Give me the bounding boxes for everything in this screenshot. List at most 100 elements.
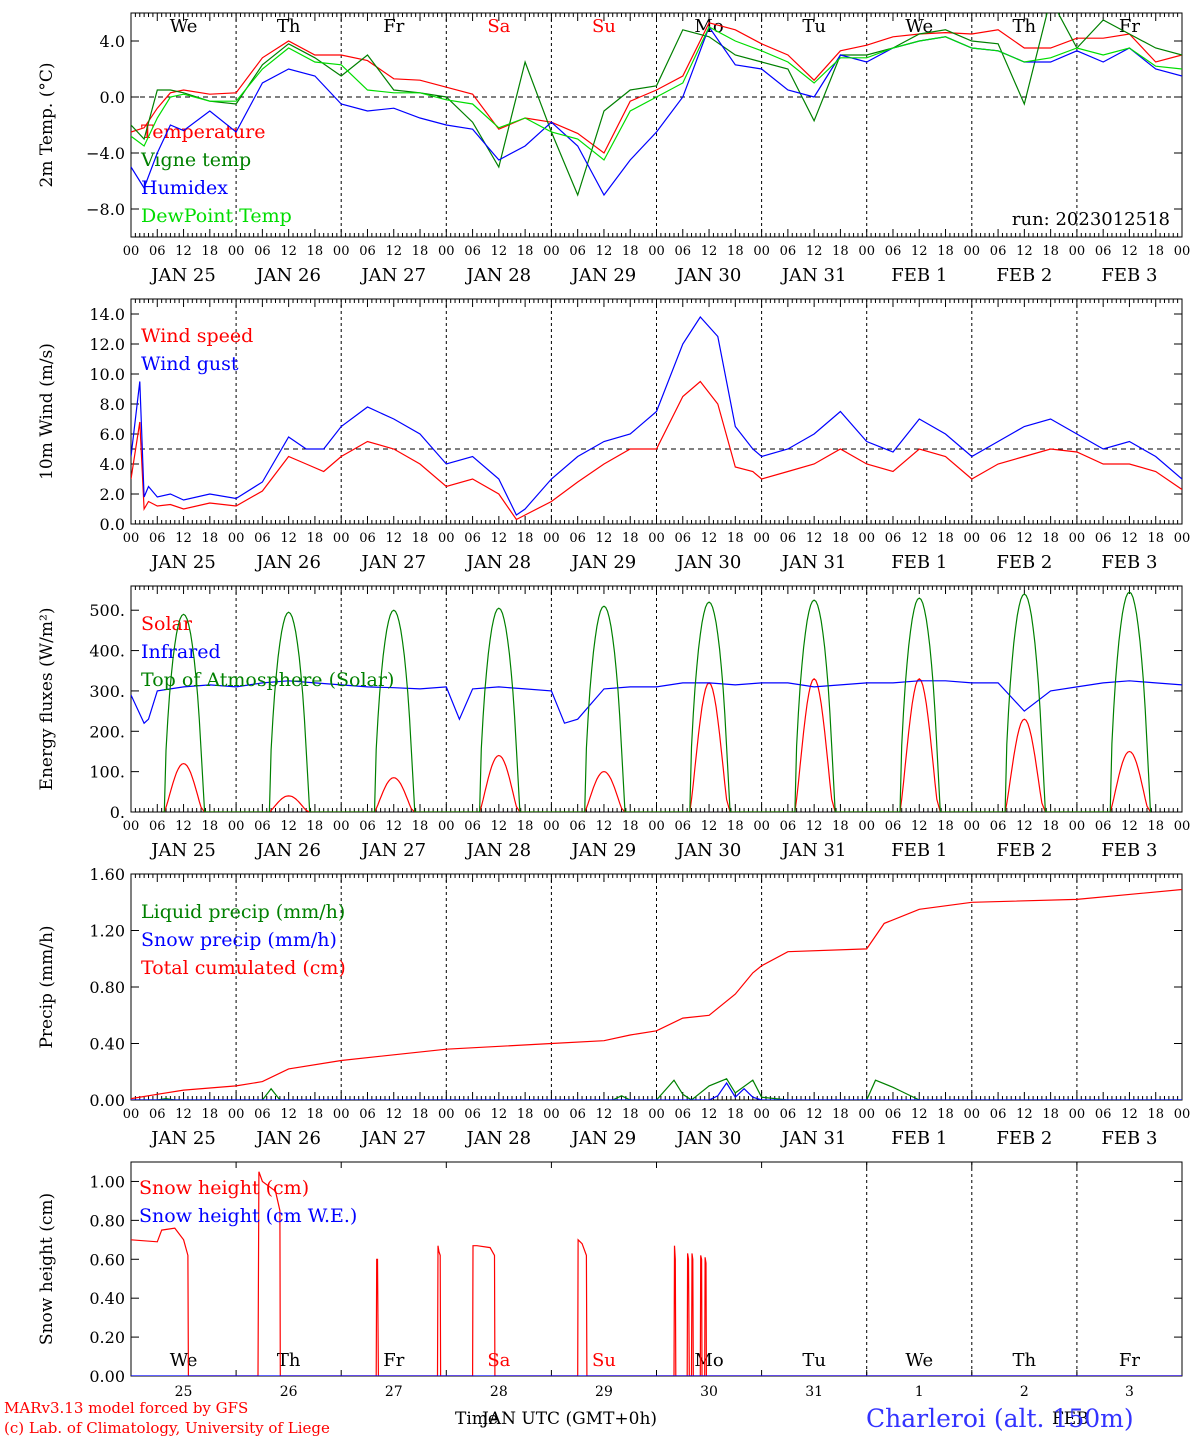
hour-tick-label: 12 (175, 1107, 192, 1122)
y-tick-label: −4.0 (86, 144, 125, 163)
hour-tick-label: 12 (491, 531, 508, 546)
hour-tick-label: 18 (622, 1107, 639, 1122)
hour-tick-label: 00 (1174, 1107, 1191, 1122)
day-label: Fr (383, 16, 404, 37)
hour-tick-label: 06 (780, 244, 797, 259)
hour-tick-label: 06 (569, 531, 586, 546)
feb-label: FEB (1052, 1409, 1089, 1429)
hour-tick-label: 12 (385, 244, 402, 259)
series-line (131, 680, 1182, 725)
hour-tick-label: 06 (675, 244, 692, 259)
hour-tick-label: 18 (517, 1107, 534, 1122)
y-tick-label: 100. (89, 763, 125, 782)
hour-tick-label: 12 (385, 819, 402, 834)
hour-tick-label: 00 (438, 531, 455, 546)
y-tick-label: 500. (89, 601, 125, 620)
hour-tick-label: 18 (307, 819, 324, 834)
hour-tick-label: 06 (1095, 819, 1112, 834)
hour-tick-label: 00 (333, 531, 350, 546)
hour-tick-label: 18 (1147, 1107, 1164, 1122)
hour-tick-label: 12 (1121, 819, 1138, 834)
plot-frame (130, 12, 1183, 238)
y-tick-label: 0.00 (89, 1091, 125, 1110)
hour-tick-label: 06 (464, 531, 481, 546)
hour-tick-label: 06 (780, 1107, 797, 1122)
panel-temperature: 4.0 0.0 −4.0 −8.0 2m Temp. (°C) 00 06 12 18 00 06 1… (37, 12, 1191, 286)
date-label: JAN 31 (780, 552, 847, 573)
y-tick-label: 0.0 (100, 88, 125, 107)
hour-tick-label: 00 (753, 531, 770, 546)
hour-tick-label: 00 (123, 531, 140, 546)
hour-tick-label: 00 (1069, 244, 1086, 259)
date-label: FEB 1 (891, 552, 947, 573)
hour-tick-label: 12 (911, 1107, 928, 1122)
date-label: JAN 28 (465, 265, 532, 286)
station-label: Charleroi (alt. 150m) (866, 1404, 1134, 1433)
y-tick-label: 0.80 (89, 978, 125, 997)
hour-tick-label: 00 (228, 819, 245, 834)
y-tick-label: 0.20 (89, 1328, 125, 1347)
hour-tick-label: 12 (385, 1107, 402, 1122)
hour-tick-label: 12 (701, 244, 718, 259)
hour-tick-label: 12 (175, 244, 192, 259)
hour-tick-label: 18 (517, 531, 534, 546)
hour-tick-label: 18 (937, 244, 954, 259)
day-number-label: 31 (805, 1384, 823, 1400)
legend-entry: Total cumulated (cm) (141, 957, 346, 979)
day-number-label: 28 (490, 1384, 508, 1400)
hour-tick-label: 12 (280, 1107, 297, 1122)
date-label: FEB 1 (891, 840, 947, 861)
date-label: FEB 1 (891, 265, 947, 286)
day-label: Th (1013, 16, 1037, 37)
hour-tick-label: 00 (333, 244, 350, 259)
hour-tick-label: 18 (937, 1107, 954, 1122)
hour-tick-label: 06 (359, 819, 376, 834)
day-number-label: 29 (595, 1384, 613, 1400)
y-tick-label: 0.80 (89, 1211, 125, 1230)
hour-tick-label: 00 (858, 244, 875, 259)
hour-tick-label: 18 (1042, 1107, 1059, 1122)
y-tick-label: 1.60 (89, 865, 125, 884)
date-label: JAN 29 (570, 1128, 637, 1149)
legend-entry: Snow height (cm) (139, 1177, 309, 1199)
series-line (131, 1081, 1182, 1100)
hour-tick-label: 00 (648, 244, 665, 259)
hour-tick-label: 18 (412, 819, 429, 834)
hour-tick-label: 18 (1147, 244, 1164, 259)
hour-tick-label: 12 (911, 819, 928, 834)
hour-tick-label: 18 (1042, 244, 1059, 259)
date-label: FEB 3 (1101, 265, 1157, 286)
hour-tick-label: 18 (202, 1107, 219, 1122)
hour-tick-label: 12 (596, 244, 613, 259)
date-label: JAN 26 (254, 840, 321, 861)
hour-tick-label: 00 (123, 1107, 140, 1122)
hour-tick-label: 00 (333, 1107, 350, 1122)
date-label: JAN 30 (675, 552, 742, 573)
hour-tick-label: 00 (1069, 531, 1086, 546)
hour-tick-label: 00 (543, 1107, 560, 1122)
legend-entry: Wind gust (141, 353, 239, 375)
series-line (131, 13, 1182, 197)
date-label: JAN 29 (570, 552, 637, 573)
date-label: JAN 26 (254, 265, 321, 286)
series-line (131, 380, 1182, 521)
hour-tick-label: 00 (1174, 819, 1191, 834)
hour-tick-label: 00 (123, 819, 140, 834)
day-number-label: 26 (280, 1384, 298, 1400)
day-label: Th (1013, 1350, 1037, 1371)
hour-tick-label: 00 (1174, 244, 1191, 259)
day-label: Sa (487, 1350, 510, 1371)
legend-entry: Infrared (141, 641, 221, 663)
hour-tick-label: 00 (228, 531, 245, 546)
day-label: Fr (1119, 1350, 1140, 1371)
y-tick-label: 6.0 (100, 425, 125, 444)
hour-tick-label: 18 (832, 531, 849, 546)
date-label: JAN 25 (149, 1128, 216, 1149)
hour-tick-label: 18 (1147, 531, 1164, 546)
date-label: JAN 31 (780, 840, 847, 861)
hour-tick-label: 18 (622, 244, 639, 259)
hour-tick-label: 18 (412, 244, 429, 259)
hour-tick-label: 12 (280, 244, 297, 259)
hour-tick-label: 00 (438, 244, 455, 259)
hour-tick-label: 06 (990, 1107, 1007, 1122)
